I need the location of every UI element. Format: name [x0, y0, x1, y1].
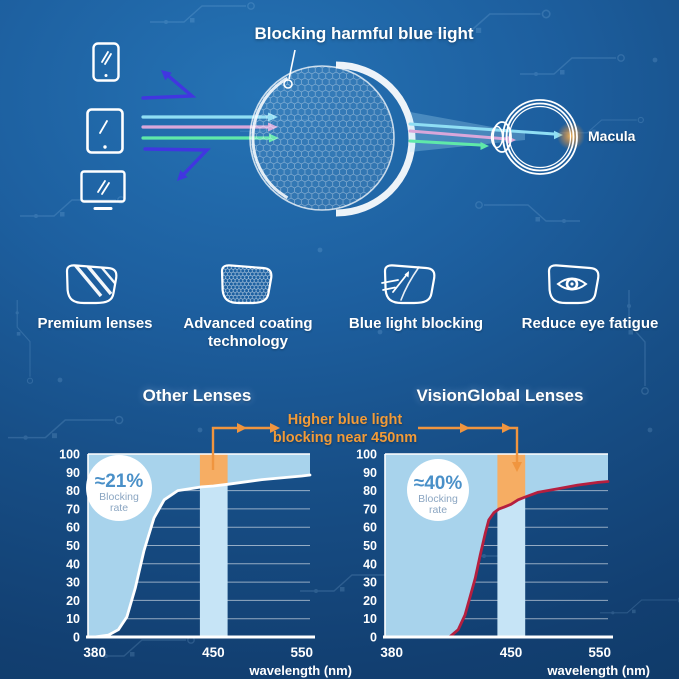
- svg-text:40: 40: [363, 557, 377, 571]
- chart-title-visionglobal-lenses: VisionGlobal Lenses: [416, 386, 584, 405]
- chart-other-lenses: 0 10 20 30 40 50 60 70 80 90 100 380 450 550 wavelengt…: [59, 448, 352, 679]
- svg-text:20: 20: [363, 594, 377, 608]
- svg-text:Blocking: Blocking: [99, 491, 139, 503]
- callout-label: Blocking harmful blue light: [254, 24, 474, 43]
- svg-text:380: 380: [83, 645, 106, 660]
- svg-text:100: 100: [59, 448, 80, 462]
- svg-text:30: 30: [66, 576, 80, 590]
- reduce-eye-fatigue-icon: [547, 264, 600, 305]
- annotation-line1: Higher blue light: [287, 412, 403, 428]
- feature-label-reduce-eye-fatigue: Reduce eye fatigue: [521, 315, 659, 332]
- svg-text:550: 550: [291, 645, 314, 660]
- svg-text:550: 550: [588, 645, 611, 660]
- svg-text:70: 70: [66, 502, 80, 516]
- svg-text:50: 50: [66, 539, 80, 553]
- callout-pointer: [283, 49, 296, 89]
- annotation-line2: blocking near 450nm: [272, 429, 418, 446]
- svg-text:rate: rate: [429, 504, 447, 516]
- svg-text:450: 450: [202, 645, 225, 660]
- lens-rim: [336, 61, 416, 217]
- svg-text:10: 10: [363, 612, 377, 626]
- hero-graphic: [141, 49, 585, 217]
- svg-text:0: 0: [73, 631, 80, 645]
- svg-text:10: 10: [66, 612, 80, 626]
- blocked-ray-arrows: [141, 71, 211, 179]
- monitor-icon: [80, 170, 126, 210]
- feature-label-advanced-coating: Advanced coating technology: [183, 315, 313, 350]
- svg-text:30: 30: [363, 576, 377, 590]
- eye-diagram: [490, 99, 578, 175]
- svg-text:450: 450: [500, 645, 523, 660]
- feature-label-blue-light-blocking: Blue light blocking: [348, 315, 484, 332]
- blue-light-blocking-icon: [381, 264, 436, 305]
- svg-text:80: 80: [363, 484, 377, 498]
- svg-text:rate: rate: [110, 502, 128, 514]
- tablet-icon: [86, 108, 124, 154]
- svg-text:≈21%: ≈21%: [95, 471, 144, 492]
- feature-label-premium-lenses: Premium lenses: [37, 315, 153, 332]
- svg-text:380: 380: [380, 645, 403, 660]
- lens-with-coating: [249, 65, 395, 211]
- svg-text:≈40%: ≈40%: [414, 473, 463, 494]
- advanced-coating-icon: [220, 264, 273, 305]
- svg-text:wavelength (nm): wavelength (nm): [546, 663, 650, 678]
- annotation-higher-blocking: Higher blue light blocking near 450nm: [272, 412, 418, 447]
- svg-text:90: 90: [363, 466, 377, 480]
- svg-text:90: 90: [66, 466, 80, 480]
- svg-text:0: 0: [370, 631, 377, 645]
- svg-text:70: 70: [363, 502, 377, 516]
- svg-text:Blocking: Blocking: [418, 493, 458, 505]
- premium-lenses-icon: [65, 264, 118, 305]
- svg-text:60: 60: [363, 521, 377, 535]
- svg-text:60: 60: [66, 521, 80, 535]
- svg-text:50: 50: [363, 539, 377, 553]
- svg-text:80: 80: [66, 484, 80, 498]
- chart-visionglobal-lenses: 0 10 20 30 40 50 60 70 80 90 100 380 450 550 wavelengt…: [356, 448, 650, 679]
- svg-text:100: 100: [356, 448, 377, 462]
- chart-title-other-lenses: Other Lenses: [142, 386, 252, 405]
- incoming-rays: [141, 115, 271, 140]
- smartphone-icon: [92, 42, 120, 82]
- svg-text:40: 40: [66, 557, 80, 571]
- svg-text:wavelength (nm): wavelength (nm): [248, 663, 352, 678]
- svg-text:20: 20: [66, 594, 80, 608]
- macula-label: Macula: [588, 128, 636, 144]
